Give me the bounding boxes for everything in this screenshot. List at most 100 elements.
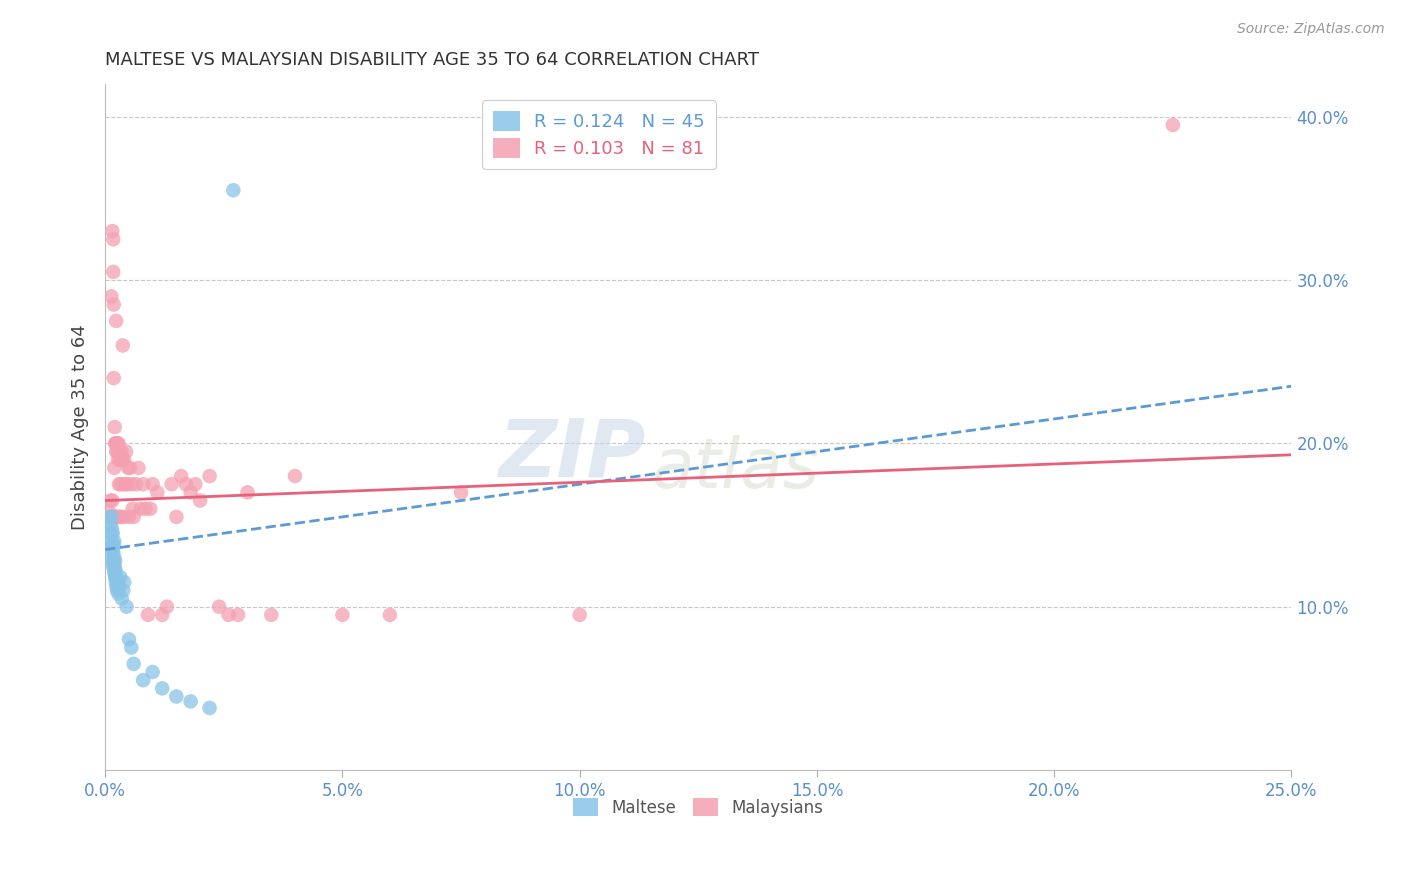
- Point: [105, 570, 128, 584]
- Point: [103, 371, 125, 385]
- Point: [100, 509, 122, 524]
- Point: [98, 518, 121, 533]
- Point: [120, 477, 142, 491]
- Point: [111, 338, 134, 352]
- Point: [101, 538, 124, 552]
- Point: [104, 436, 127, 450]
- Point: [180, 485, 202, 500]
- Point: [112, 509, 135, 524]
- Point: [160, 477, 183, 491]
- Point: [112, 575, 135, 590]
- Point: [103, 550, 125, 565]
- Point: [108, 477, 131, 491]
- Point: [156, 599, 179, 614]
- Point: [105, 509, 128, 524]
- Point: [103, 509, 125, 524]
- Point: [101, 558, 124, 573]
- Point: [107, 587, 129, 601]
- Point: [332, 607, 354, 622]
- Point: [107, 436, 129, 450]
- Point: [104, 575, 127, 590]
- Point: [104, 509, 127, 524]
- Point: [110, 570, 132, 584]
- Point: [103, 564, 125, 578]
- Point: [218, 607, 240, 622]
- Point: [118, 509, 141, 524]
- Point: [121, 501, 143, 516]
- Point: [101, 509, 124, 524]
- Point: [101, 542, 124, 557]
- Point: [198, 469, 221, 483]
- Point: [104, 509, 127, 524]
- Point: [105, 436, 128, 450]
- Point: [103, 546, 125, 560]
- Point: [111, 452, 134, 467]
- Point: [142, 665, 165, 679]
- Point: [112, 477, 135, 491]
- Point: [150, 681, 173, 696]
- Point: [122, 509, 145, 524]
- Point: [139, 501, 162, 516]
- Point: [208, 599, 231, 614]
- Point: [136, 607, 159, 622]
- Point: [101, 521, 124, 535]
- Point: [103, 556, 125, 570]
- Point: [104, 570, 127, 584]
- Legend: Maltese, Malaysians: Maltese, Malaysians: [567, 791, 830, 823]
- Point: [101, 224, 124, 238]
- Point: [165, 509, 187, 524]
- Point: [105, 314, 128, 328]
- Point: [108, 452, 131, 467]
- Point: [104, 420, 127, 434]
- Point: [101, 526, 124, 541]
- Point: [101, 493, 124, 508]
- Point: [120, 640, 142, 655]
- Point: [112, 583, 135, 598]
- Point: [226, 607, 249, 622]
- Point: [100, 289, 122, 303]
- Point: [284, 469, 307, 483]
- Point: [104, 554, 127, 568]
- Point: [100, 534, 122, 549]
- Point: [100, 509, 122, 524]
- Point: [104, 564, 127, 578]
- Text: ZIP: ZIP: [498, 416, 645, 493]
- Point: [129, 501, 152, 516]
- Point: [108, 509, 131, 524]
- Point: [100, 526, 122, 541]
- Point: [100, 493, 122, 508]
- Point: [118, 632, 141, 647]
- Text: MALTESE VS MALAYSIAN DISABILITY AGE 35 TO 64 CORRELATION CHART: MALTESE VS MALAYSIAN DISABILITY AGE 35 T…: [105, 51, 759, 69]
- Point: [122, 657, 145, 671]
- Point: [165, 690, 187, 704]
- Point: [568, 607, 591, 622]
- Text: atlas: atlas: [651, 434, 818, 501]
- Point: [111, 452, 134, 467]
- Point: [146, 485, 169, 500]
- Point: [114, 477, 136, 491]
- Point: [110, 444, 132, 458]
- Point: [105, 580, 128, 594]
- Point: [107, 452, 129, 467]
- Point: [127, 461, 149, 475]
- Point: [115, 444, 138, 458]
- Point: [105, 444, 128, 458]
- Point: [132, 477, 155, 491]
- Point: [180, 694, 202, 708]
- Point: [142, 477, 165, 491]
- Point: [104, 509, 127, 524]
- Point: [110, 509, 132, 524]
- Point: [115, 477, 138, 491]
- Point: [135, 501, 157, 516]
- Point: [103, 297, 125, 311]
- Point: [184, 477, 207, 491]
- Point: [117, 461, 139, 475]
- Point: [108, 444, 131, 458]
- Point: [98, 505, 121, 519]
- Point: [107, 575, 129, 590]
- Point: [104, 436, 127, 450]
- Point: [170, 469, 193, 483]
- Point: [104, 567, 127, 582]
- Point: [118, 461, 141, 475]
- Point: [103, 538, 125, 552]
